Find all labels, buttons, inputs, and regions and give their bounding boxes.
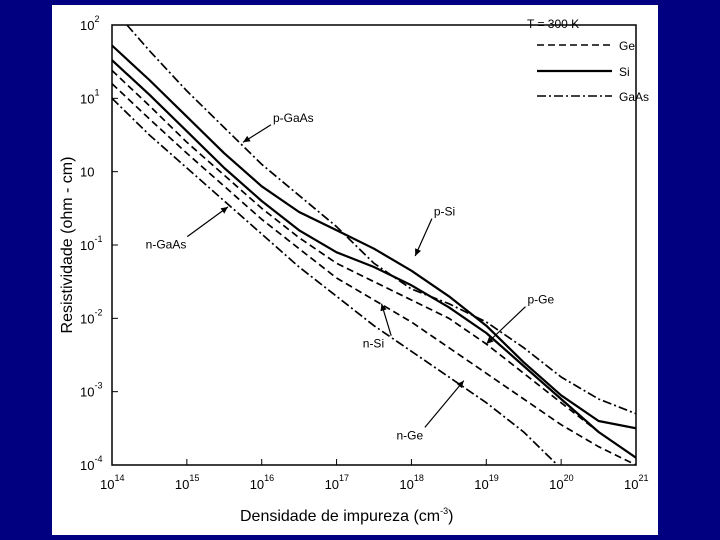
annotation-arrowhead: [380, 303, 387, 312]
x-tick-label: 1014: [100, 473, 124, 492]
x-tick-labels: 1014 1015 1016 1017 1018 1019 1020 1021: [100, 459, 648, 492]
annotation-arrowhead: [220, 206, 228, 214]
annotation-n-gaas: n-GaAs: [146, 238, 187, 252]
chart-slide: 1014 1015 1016 1017 1018 1019 1020 1021 102 101 1…: [52, 5, 658, 535]
x-axis-title-exponent: -3: [440, 506, 448, 516]
x-axis-title-text: Densidade de impureza (cm: [240, 508, 440, 525]
curve-annotations: p-GaAs p-Si n-GaAs n-Si p-Ge n-Ge: [146, 111, 555, 443]
legend: T = 300 K Ge Si GaAs: [527, 17, 649, 104]
x-axis-title-end: ): [448, 508, 453, 525]
annotation-arrowhead: [243, 135, 251, 143]
annotation-arrow: [424, 380, 465, 428]
y-tick-label: 102: [80, 14, 99, 33]
annotation-p-gaas: p-GaAs: [273, 111, 314, 125]
series-line-n-ge: [111, 83, 637, 466]
annotation-arrowhead: [456, 380, 464, 389]
y-tick-label: 10-4: [80, 454, 102, 473]
x-tick-label: 1018: [399, 473, 423, 492]
series-line-n-gaas: [111, 97, 558, 466]
legend-label-si: Si: [619, 65, 630, 79]
annotation-arrow: [485, 306, 526, 345]
series-line-p-gaas: [126, 24, 637, 415]
x-tick-label: 1019: [474, 473, 498, 492]
x-tick-label: 1016: [250, 473, 274, 492]
annotation-arrowhead: [415, 248, 421, 256]
annotation-arrow: [186, 206, 229, 238]
resistivity-chart: 1014 1015 1016 1017 1018 1019 1020 1021 1021011…: [59, 14, 649, 525]
series-line-p-si: [111, 44, 637, 430]
annotation-p-si: p-Si: [434, 205, 455, 219]
y-axis-title: Resistividade (ohm - cm): [59, 157, 76, 334]
x-tick-label: 1020: [549, 473, 573, 492]
y-tick-labels: 102 101 10 10-1 10-2 10-3 10-4: [80, 14, 118, 473]
x-tick-label: 1015: [175, 473, 199, 492]
annotation-arrowhead: [486, 336, 494, 344]
y-tick-label: 10-1: [80, 234, 102, 253]
y-tick-label: 101: [80, 87, 99, 106]
x-tick-label: 1021: [624, 473, 648, 492]
y-tick-label: 10: [80, 165, 94, 180]
legend-label-ge: Ge: [619, 39, 635, 53]
series-lines: [111, 24, 637, 466]
annotation-p-ge: p-Ge: [527, 293, 554, 307]
legend-label-gaas: GaAs: [619, 90, 649, 104]
series-line-n-si: [111, 59, 637, 459]
annotation-n-si: n-Si: [363, 337, 384, 351]
y-tick-label: 10-2: [80, 307, 102, 326]
annotation-n-ge: n-Ge: [396, 428, 423, 442]
y-tick-label: 10-3: [80, 381, 102, 400]
legend-title: T = 300 K: [527, 17, 579, 31]
x-tick-label: 1017: [325, 473, 349, 492]
x-axis-title: Densidade de impureza (cm-3): [240, 506, 453, 525]
